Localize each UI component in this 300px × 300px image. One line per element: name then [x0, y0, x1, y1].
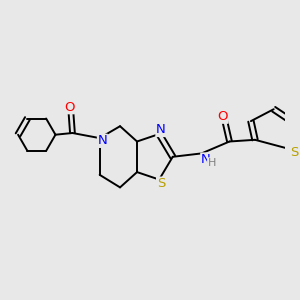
Text: N: N [201, 153, 211, 166]
Text: N: N [156, 123, 166, 136]
Text: N: N [98, 134, 107, 147]
Text: S: S [157, 177, 165, 190]
Text: O: O [64, 101, 74, 114]
Text: S: S [291, 146, 299, 159]
Text: H: H [208, 158, 216, 168]
Text: O: O [218, 110, 228, 123]
